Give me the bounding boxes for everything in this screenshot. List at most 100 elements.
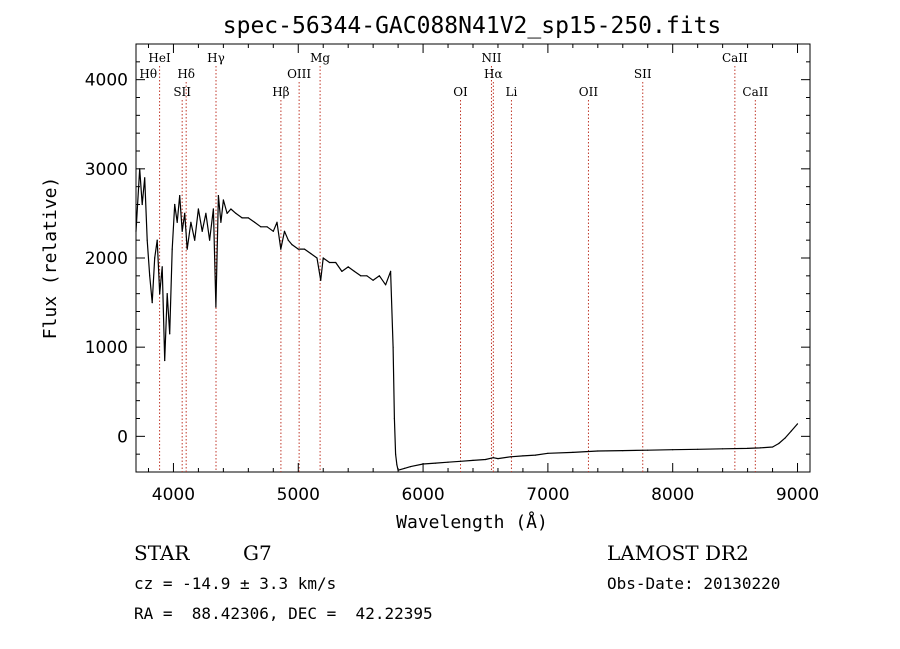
x-tick-label: 5000 xyxy=(277,485,320,505)
y-tick-label: 2000 xyxy=(85,249,128,269)
spectrum-point xyxy=(372,279,374,281)
spectrum-point xyxy=(151,302,153,304)
spectrum-point xyxy=(215,306,217,308)
spectrum-point xyxy=(547,452,549,454)
line-id-label: CaII xyxy=(722,51,748,65)
line-id-label: OI xyxy=(453,85,468,99)
line-id-label: NII xyxy=(481,51,501,65)
x-tick-label: 4000 xyxy=(152,485,195,505)
spectrum-point xyxy=(135,230,137,232)
spectrum-point xyxy=(144,177,146,179)
survey-name: LAMOST DR2 xyxy=(607,541,749,565)
spectrum-point xyxy=(174,203,176,206)
line-id-label: SII xyxy=(634,67,652,81)
spectrum-point xyxy=(347,266,349,268)
line-id-label: CaII xyxy=(742,85,768,99)
spectrum-point xyxy=(459,460,462,462)
object-subclass: G7 xyxy=(243,541,272,565)
spectrum-point xyxy=(320,279,322,281)
line-id-label: Hδ xyxy=(177,67,195,81)
spectrum-point xyxy=(335,261,337,264)
spectrum-point xyxy=(241,217,243,219)
spectrum-point xyxy=(291,244,293,246)
line-id-label: Hα xyxy=(484,67,503,81)
spectrum-point xyxy=(647,449,649,451)
spectrum-point xyxy=(366,275,368,277)
x-tick-label: 7000 xyxy=(526,485,569,505)
spectrum-point xyxy=(722,448,724,450)
spectrum-point xyxy=(149,275,151,277)
spectrum-point xyxy=(392,346,394,348)
object-class: STAR xyxy=(134,541,190,565)
y-tick-label: 0 xyxy=(117,427,128,447)
spectrum-point xyxy=(322,257,324,259)
spectrum-point xyxy=(283,230,286,232)
spectrum-point xyxy=(672,449,674,451)
observation-date: Obs-Date: 20130220 xyxy=(607,574,780,593)
series-group xyxy=(135,168,799,471)
spectrum-point xyxy=(397,469,399,471)
spectrum-point xyxy=(272,230,274,232)
spectrum-point xyxy=(597,450,599,452)
x-tick-label: 6000 xyxy=(401,485,444,505)
spectrum-point xyxy=(310,252,312,255)
spectrum-point xyxy=(226,212,228,214)
spectrum-point xyxy=(778,442,780,445)
spectrum-point xyxy=(287,239,289,241)
axis-ticks xyxy=(136,43,810,472)
spectrum-point xyxy=(422,463,424,465)
spectrum-point xyxy=(360,275,362,277)
spectrum-point xyxy=(759,447,761,449)
spectrum-point xyxy=(139,168,141,170)
spectrum-point xyxy=(190,221,192,223)
spectrum-point xyxy=(522,455,524,457)
spectrum-point xyxy=(796,423,799,425)
line-id-label: Li xyxy=(506,85,518,99)
spectrum-point xyxy=(220,221,222,223)
spectrum-point xyxy=(747,447,749,449)
spectrum-point xyxy=(260,226,262,228)
spectrum-point xyxy=(492,457,494,459)
spectrum-point xyxy=(280,248,282,250)
spectrum-point xyxy=(393,417,395,420)
spectrum-point xyxy=(217,195,219,197)
spectrum-point xyxy=(697,448,699,450)
spectrum-point xyxy=(156,239,158,241)
spectrum-line xyxy=(135,168,798,471)
chart-title: spec-56344-GAC088N41V2_sp15-250.fits xyxy=(223,13,722,39)
spectrum-point xyxy=(194,239,196,241)
spectrum-point xyxy=(209,239,211,241)
spectrum-point xyxy=(184,212,186,214)
y-tick-label: 1000 xyxy=(85,338,128,358)
spectrum-point xyxy=(385,284,387,286)
spectrum-point xyxy=(316,257,318,259)
spectrum-point xyxy=(179,195,181,197)
spectrum-point xyxy=(447,461,449,463)
spectrum-point xyxy=(166,293,168,295)
spectrum-point xyxy=(181,230,183,232)
line-id-label: Mg xyxy=(310,51,330,65)
y-tick-label: 3000 xyxy=(85,160,128,180)
line-id-label: Hβ xyxy=(272,85,289,99)
spectrum-point xyxy=(186,248,188,250)
spectrum-point xyxy=(435,462,437,464)
spectrum-point xyxy=(230,208,232,210)
spectrum-point xyxy=(164,359,166,362)
y-axis-label: Flux (relative) xyxy=(40,177,61,340)
spectrum-point xyxy=(197,208,199,210)
spectrum-point xyxy=(276,221,278,223)
x-tick-label: 9000 xyxy=(776,485,819,505)
spectrum-point xyxy=(254,221,256,223)
spectrum-point xyxy=(572,451,574,453)
spectrum-point xyxy=(784,437,786,439)
spectrum-point xyxy=(472,459,474,461)
spectrum-point xyxy=(509,456,511,458)
spectrum-point xyxy=(222,199,224,201)
spectrum-point xyxy=(205,212,207,214)
spectrum-point xyxy=(303,248,306,250)
spectrum-point xyxy=(622,450,624,452)
line-id-label: OIII xyxy=(287,67,311,81)
spectrum-point xyxy=(266,226,268,228)
spectrum-point xyxy=(247,217,249,219)
